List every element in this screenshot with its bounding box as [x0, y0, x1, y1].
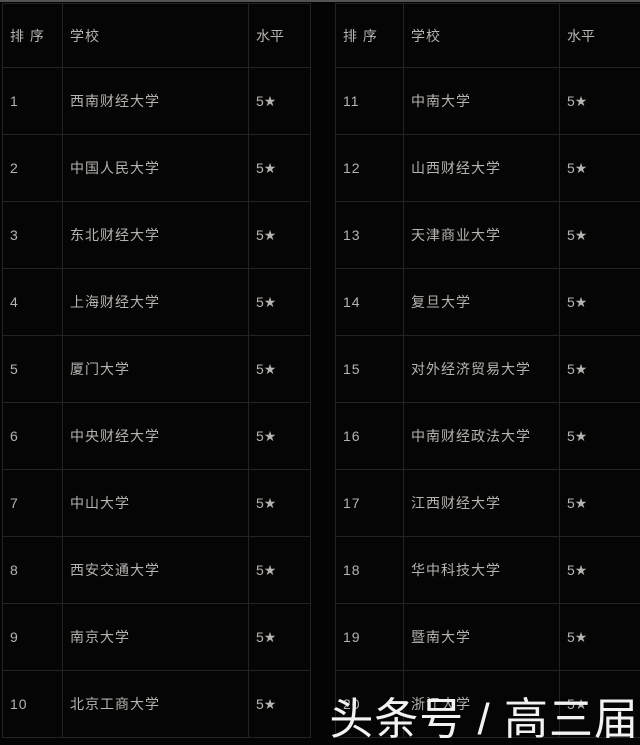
rank-cell: 7: [2, 469, 63, 537]
level-cell: 5★: [248, 603, 311, 671]
header-rank: 排 序: [335, 3, 404, 68]
rank-cell: 4: [2, 268, 63, 336]
level-cell: 5★: [559, 402, 640, 470]
level-cell: 5★: [248, 402, 311, 470]
level-cell: 5★: [559, 670, 640, 738]
table-row: 7 中山大学 5★: [2, 469, 311, 537]
table-row: 3 东北财经大学 5★: [2, 201, 311, 269]
level-cell: 5★: [559, 134, 640, 202]
rank-cell: 20: [335, 670, 404, 738]
school-cell: 厦门大学: [62, 335, 249, 403]
level-cell: 5★: [559, 268, 640, 336]
rank-cell: 6: [2, 402, 63, 470]
school-cell: 对外经济贸易大学: [403, 335, 560, 403]
table-row: 19 暨南大学 5★: [335, 603, 640, 671]
table-row: 11 中南大学 5★: [335, 67, 640, 135]
table-row: 15 对外经济贸易大学 5★: [335, 335, 640, 403]
school-cell: 天津商业大学: [403, 201, 560, 269]
table-row: 10 北京工商大学 5★: [2, 670, 311, 738]
table-row: 6 中央财经大学 5★: [2, 402, 311, 470]
level-cell: 5★: [248, 134, 311, 202]
level-cell: 5★: [248, 469, 311, 537]
school-cell: 中国人民大学: [62, 134, 249, 202]
table-row: 2 中国人民大学 5★: [2, 134, 311, 202]
school-cell: 中南财经政法大学: [403, 402, 560, 470]
table-header-row: 排 序 学校 水平: [335, 3, 640, 68]
level-cell: 5★: [559, 335, 640, 403]
table-row: 1 西南财经大学 5★: [2, 67, 311, 135]
table-row: 16 中南财经政法大学 5★: [335, 402, 640, 470]
rank-cell: 8: [2, 536, 63, 604]
table-row: 20 浙江大学 5★: [335, 670, 640, 738]
level-cell: 5★: [559, 201, 640, 269]
school-cell: 暨南大学: [403, 603, 560, 671]
header-school: 学校: [403, 3, 560, 68]
level-cell: 5★: [559, 67, 640, 135]
table-row: 12 山西财经大学 5★: [335, 134, 640, 202]
rank-cell: 12: [335, 134, 404, 202]
level-cell: 5★: [248, 201, 311, 269]
rank-cell: 3: [2, 201, 63, 269]
table-row: 18 华中科技大学 5★: [335, 536, 640, 604]
rank-cell: 16: [335, 402, 404, 470]
rank-cell: 5: [2, 335, 63, 403]
school-cell: 北京工商大学: [62, 670, 249, 738]
school-cell: 南京大学: [62, 603, 249, 671]
school-cell: 中央财经大学: [62, 402, 249, 470]
table-row: 8 西安交通大学 5★: [2, 536, 311, 604]
header-school: 学校: [62, 3, 249, 68]
rank-cell: 10: [2, 670, 63, 738]
level-cell: 5★: [248, 67, 311, 135]
rank-cell: 14: [335, 268, 404, 336]
school-cell: 山西财经大学: [403, 134, 560, 202]
school-cell: 浙江大学: [403, 670, 560, 738]
level-cell: 5★: [248, 670, 311, 738]
rank-cell: 1: [2, 67, 63, 135]
rank-cell: 13: [335, 201, 404, 269]
level-cell: 5★: [559, 469, 640, 537]
table-row: 5 厦门大学 5★: [2, 335, 311, 403]
table-row: 4 上海财经大学 5★: [2, 268, 311, 336]
ranking-table-left: 排 序 学校 水平 1 西南财经大学 5★ 2 中国人民大学 5★ 3 东北财经…: [2, 3, 311, 738]
school-cell: 西安交通大学: [62, 536, 249, 604]
table-row: 9 南京大学 5★: [2, 603, 311, 671]
rank-cell: 11: [335, 67, 404, 135]
level-cell: 5★: [248, 536, 311, 604]
header-level: 水平: [559, 3, 640, 68]
header-level: 水平: [248, 3, 311, 68]
level-cell: 5★: [248, 335, 311, 403]
table-row: 13 天津商业大学 5★: [335, 201, 640, 269]
rank-cell: 17: [335, 469, 404, 537]
table-row: 17 江西财经大学 5★: [335, 469, 640, 537]
level-cell: 5★: [248, 268, 311, 336]
school-cell: 复旦大学: [403, 268, 560, 336]
school-cell: 中南大学: [403, 67, 560, 135]
level-cell: 5★: [559, 536, 640, 604]
rank-cell: 19: [335, 603, 404, 671]
school-cell: 华中科技大学: [403, 536, 560, 604]
top-edge-line: [0, 0, 640, 2]
rank-cell: 15: [335, 335, 404, 403]
rank-cell: 2: [2, 134, 63, 202]
school-cell: 西南财经大学: [62, 67, 249, 135]
table-row: 14 复旦大学 5★: [335, 268, 640, 336]
header-rank: 排 序: [2, 3, 63, 68]
school-cell: 上海财经大学: [62, 268, 249, 336]
school-cell: 中山大学: [62, 469, 249, 537]
level-cell: 5★: [559, 603, 640, 671]
school-cell: 东北财经大学: [62, 201, 249, 269]
school-cell: 江西财经大学: [403, 469, 560, 537]
table-header-row: 排 序 学校 水平: [2, 3, 311, 68]
rank-cell: 9: [2, 603, 63, 671]
rank-cell: 18: [335, 536, 404, 604]
watermark: 头条号 / 高三届: [329, 694, 639, 744]
ranking-table-right: 排 序 学校 水平 11 中南大学 5★ 12 山西财经大学 5★ 13 天津商…: [335, 3, 640, 738]
